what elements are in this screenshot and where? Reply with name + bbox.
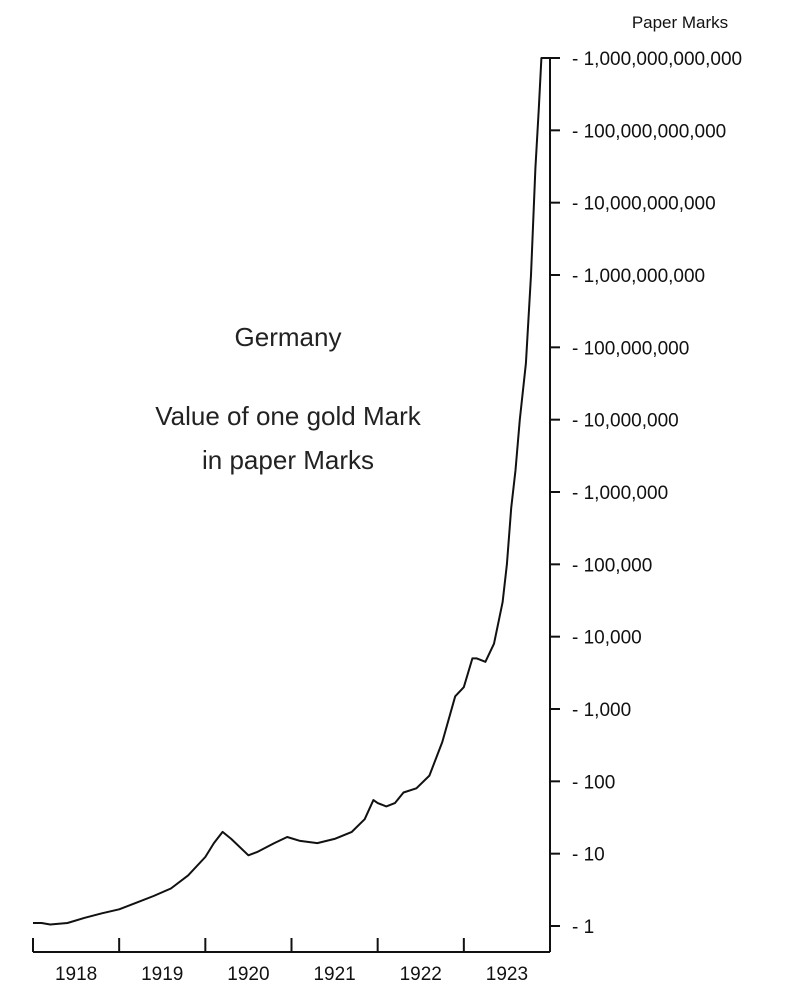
series-line	[33, 57, 550, 926]
y-tick-label: - 10,000,000,000	[572, 194, 716, 215]
y-tick-label: - 1,000,000	[572, 483, 668, 504]
y-tick-label: - 1,000,000,000	[572, 266, 705, 287]
y-tick-label: - 100,000,000,000	[572, 121, 726, 142]
y-tick-label: - 1	[572, 917, 594, 938]
y-tick-label: - 100,000,000	[572, 338, 689, 359]
annotation-description-line1: Value of one gold Mark	[155, 401, 421, 431]
y-unit-label: Paper Marks	[632, 13, 728, 32]
y-tick-label: - 100	[572, 772, 615, 793]
y-tick-label: - 1,000	[572, 700, 631, 721]
x-tick-label: 1920	[227, 964, 269, 985]
x-axis-ticks: 1918 1919 1920 1921 1922 1923	[32, 938, 551, 985]
x-tick-label: 1921	[313, 964, 355, 985]
y-axis-ticks: - 1 - 10 - 100 - 1,000 - 10,000 - 100,000 - 1,…	[550, 49, 742, 938]
y-tick-label: - 10,000	[572, 628, 642, 649]
x-tick-label: 1922	[400, 964, 442, 985]
y-tick-label: - 1,000,000,000,000	[572, 49, 742, 70]
annotation-country: Germany	[235, 322, 342, 352]
annotation-description-line2: in paper Marks	[202, 445, 374, 475]
x-tick-label: 1919	[141, 964, 183, 985]
y-tick-label: - 100,000	[572, 555, 652, 576]
x-tick-label: 1923	[486, 964, 528, 985]
x-tick-label: 1918	[55, 964, 97, 985]
y-tick-label: - 10	[572, 845, 605, 866]
y-tick-label: - 10,000,000	[572, 411, 679, 432]
